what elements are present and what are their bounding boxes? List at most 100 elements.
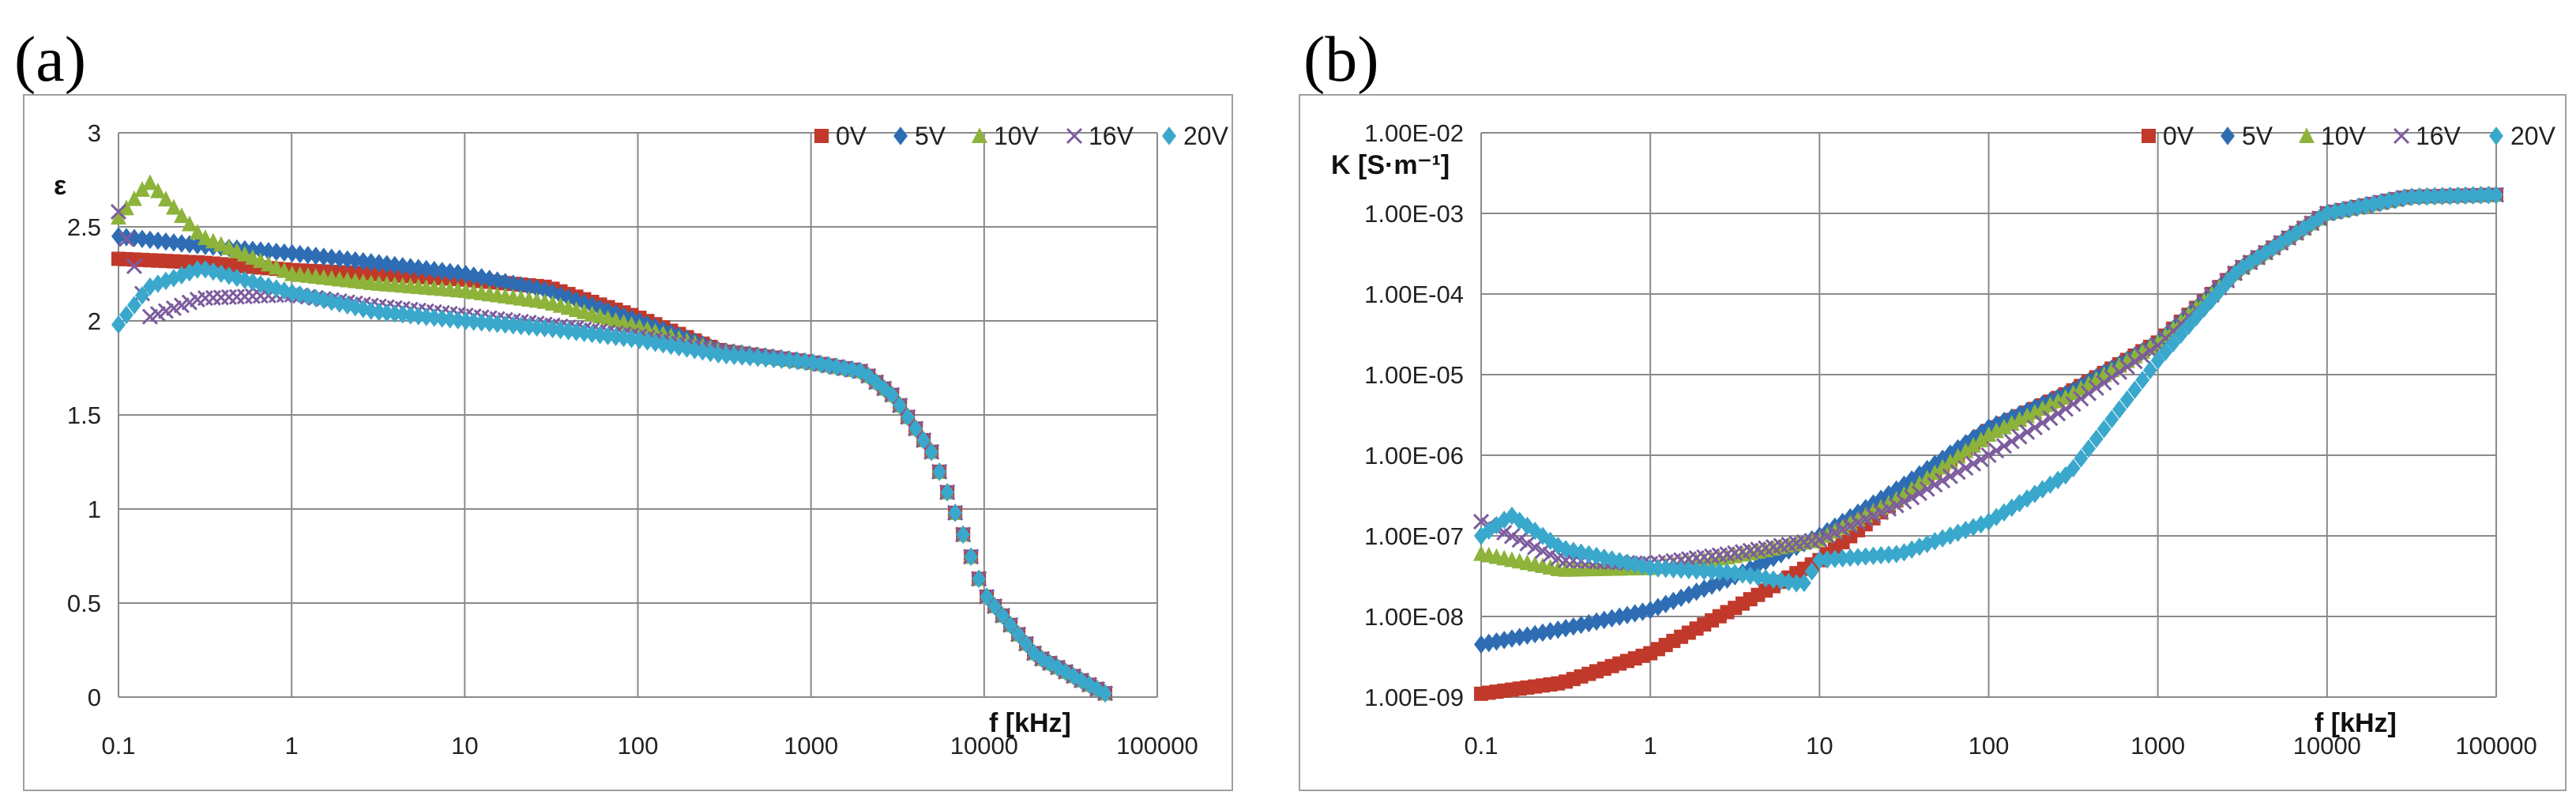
data-point [1927, 477, 1943, 493]
data-point [2097, 420, 2112, 439]
data-point [2011, 428, 2028, 445]
data-point [1612, 552, 1627, 571]
data-point [166, 198, 182, 215]
data-point [253, 241, 268, 260]
data-point [2003, 433, 2020, 450]
data-point [1074, 671, 1089, 690]
x-tick-label: 100 [618, 732, 659, 760]
x-tick-label: 100000 [1116, 732, 1198, 760]
data-point [2166, 334, 2181, 352]
data-point [1957, 459, 1974, 477]
data-point [1512, 511, 1527, 530]
y-tick-label: 1.00E-06 [1364, 442, 1464, 469]
data-point [1674, 560, 1689, 579]
data-point [1881, 545, 1896, 564]
data-point [2004, 498, 2019, 518]
data-point [1804, 562, 1819, 581]
data-point [1972, 451, 1989, 468]
x-tick-label: 10 [1806, 732, 1833, 760]
data-point [1035, 649, 1050, 669]
data-point [403, 258, 418, 277]
data-point [916, 431, 931, 450]
data-point [1011, 624, 1026, 644]
data-point [340, 250, 355, 270]
data-point [166, 233, 181, 252]
data-point [118, 199, 134, 216]
data-point [2127, 380, 2142, 399]
x-tick-label: 1000 [2130, 732, 2185, 760]
data-point [450, 311, 465, 330]
panel-label-b: (b) [1303, 23, 1379, 95]
data-point [2065, 396, 2081, 413]
data-point [600, 326, 615, 345]
y-tick-label: 0.5 [67, 590, 101, 617]
data-point [2343, 199, 2358, 218]
data-point [110, 203, 127, 221]
series-markers [1472, 185, 2505, 701]
data-point [2458, 186, 2473, 205]
chart-a: 0.1 1 10 100 1000 10000 100000 0 0.5 1 1.5 2 2.5 3ε f … [23, 94, 1233, 791]
data-point [1789, 574, 1804, 593]
data-point [1874, 489, 1889, 508]
data-point [419, 259, 434, 279]
data-point [2435, 187, 2450, 205]
data-point [1965, 436, 1981, 453]
data-point [118, 231, 135, 247]
data-point [1911, 484, 1927, 502]
data-point [577, 323, 592, 343]
y-tick-label: 1.00E-09 [1364, 684, 1464, 711]
data-point [126, 296, 141, 315]
data-point [1003, 616, 1018, 635]
data-point [2181, 316, 2196, 336]
chart-frame [23, 94, 1233, 791]
data-point [1712, 573, 1727, 592]
data-point [1988, 443, 2005, 459]
x-tick-label: 10 [451, 732, 478, 760]
data-point [2104, 369, 2120, 386]
data-point [2119, 358, 2135, 375]
data-point [142, 230, 157, 250]
data-point [1566, 616, 1581, 636]
data-point [292, 244, 307, 264]
data-point [1643, 558, 1658, 578]
series-markers [110, 174, 1114, 703]
data-point [2035, 480, 2050, 499]
data-point [1996, 503, 2011, 522]
data-point [474, 313, 489, 332]
data-point [2135, 371, 2150, 390]
legend-marker [2142, 129, 2156, 143]
data-point [1919, 481, 1935, 497]
data-point [592, 326, 607, 345]
legend: 0V 5V 10V 16V 20V [814, 122, 1229, 150]
legend-marker [2489, 126, 2503, 145]
data-point [1543, 531, 1558, 551]
data-point [1995, 438, 2013, 454]
data-point [158, 190, 174, 207]
data-point [719, 345, 734, 365]
legend-marker [2393, 127, 2410, 145]
data-point [111, 227, 126, 246]
data-point [735, 347, 750, 366]
data-point [798, 352, 813, 371]
data-point [2465, 186, 2480, 205]
data-point [1481, 521, 1496, 540]
data-point [2051, 470, 2066, 490]
legend-entry: 20V [2510, 122, 2556, 150]
data-point [2489, 185, 2503, 205]
data-point [1758, 552, 1773, 571]
legend-marker [2299, 127, 2315, 143]
data-point [111, 209, 126, 225]
data-point [427, 308, 442, 327]
series-20V [111, 260, 1113, 703]
data-point [2112, 400, 2127, 419]
data-point [2026, 419, 2043, 435]
data-point [348, 251, 363, 270]
data-point [537, 319, 552, 337]
data-point [1559, 540, 1574, 559]
data-point [1866, 546, 1881, 566]
data-point [2450, 186, 2465, 205]
data-point [1966, 518, 1981, 537]
data-point [1705, 576, 1720, 595]
data-point [885, 385, 900, 405]
